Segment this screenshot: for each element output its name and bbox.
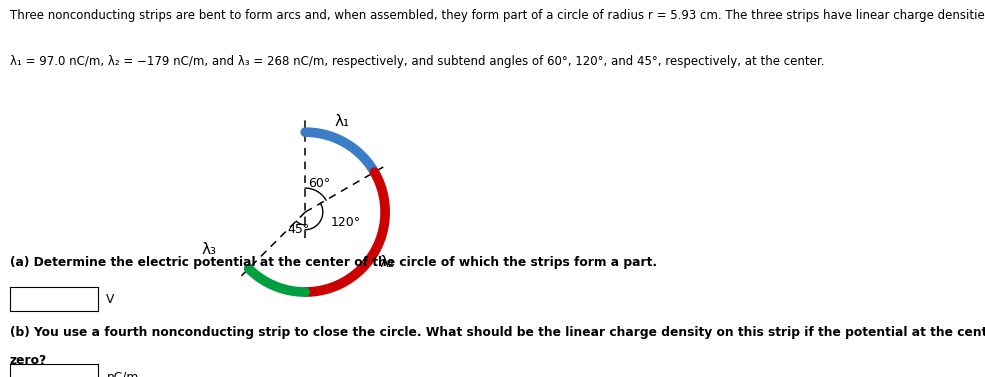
Text: λ₂: λ₂ bbox=[379, 256, 394, 270]
Text: 120°: 120° bbox=[330, 216, 361, 229]
Text: 45°: 45° bbox=[287, 223, 309, 236]
Text: (a) Determine the electric potential at the center of the circle of which the st: (a) Determine the electric potential at … bbox=[10, 256, 657, 269]
Text: (b) You use a fourth nonconducting strip to close the circle. What should be the: (b) You use a fourth nonconducting strip… bbox=[10, 326, 985, 339]
Text: zero?: zero? bbox=[10, 354, 47, 367]
Text: V: V bbox=[106, 293, 115, 306]
Text: λ₃: λ₃ bbox=[201, 242, 217, 257]
Text: Three nonconducting strips are bent to form arcs and, when assembled, they form : Three nonconducting strips are bent to f… bbox=[10, 9, 985, 22]
Text: nC/m: nC/m bbox=[106, 371, 139, 377]
Text: λ₁ = 97.0 nC/m, λ₂ = −179 nC/m, and λ₃ = 268 nC/m, respectively, and subtend ang: λ₁ = 97.0 nC/m, λ₂ = −179 nC/m, and λ₃ =… bbox=[10, 55, 824, 67]
Text: λ₁: λ₁ bbox=[334, 114, 350, 129]
Text: 60°: 60° bbox=[308, 177, 331, 190]
